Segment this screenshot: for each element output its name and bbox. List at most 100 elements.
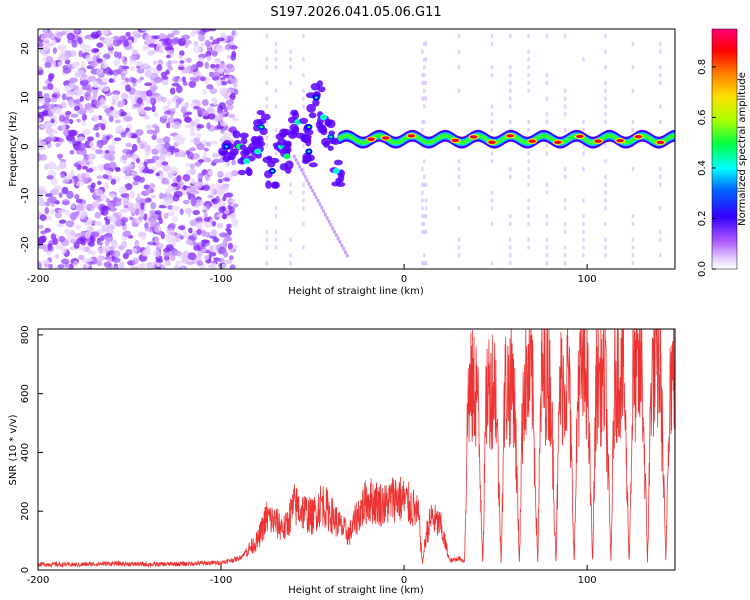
noise-blob — [82, 165, 88, 170]
noise-blob — [56, 223, 64, 228]
noise-blob — [194, 217, 202, 222]
noise-blob — [211, 50, 218, 57]
noise-blob — [159, 149, 167, 155]
noise-blob — [204, 39, 211, 47]
streak-segment — [302, 127, 305, 132]
noise-blob — [99, 36, 105, 41]
streak-segment — [509, 104, 512, 109]
noise-blob — [120, 73, 126, 81]
noise-blob — [104, 239, 110, 246]
snr-y-tick-label: 0 — [20, 567, 31, 573]
noise-blob — [64, 228, 70, 235]
noise-blob — [97, 247, 107, 254]
noise-blob — [151, 104, 156, 113]
spectrogram-x-tick-label: -200 — [27, 274, 50, 285]
streak-segment — [423, 80, 426, 85]
noise-blob — [183, 116, 192, 123]
noise-blob — [132, 181, 139, 186]
noise-blob — [137, 164, 146, 171]
streak-segment — [631, 253, 635, 258]
noise-blob — [38, 235, 46, 244]
streak-segment — [545, 245, 549, 250]
streak-segment — [527, 221, 530, 226]
noise-blob — [84, 172, 91, 178]
colorbar-tick-label: 0.6 — [697, 109, 708, 125]
streak-segment — [509, 221, 512, 226]
noise-blob — [203, 147, 209, 152]
noise-blob — [154, 236, 160, 244]
noise-blob — [61, 199, 71, 206]
streak-segment — [509, 214, 512, 219]
streak-segment — [545, 120, 549, 125]
noise-blob — [172, 76, 180, 83]
streak-segment — [289, 112, 292, 117]
chirp-blob — [312, 192, 316, 197]
streak-segment — [509, 253, 512, 258]
noise-blob — [188, 80, 197, 88]
noise-blob — [101, 86, 110, 92]
streak-segment — [490, 33, 494, 38]
noise-blob — [143, 184, 150, 190]
streak-segment — [604, 190, 607, 195]
noise-blob — [61, 124, 67, 132]
noise-blob — [214, 58, 222, 64]
scatter-hot — [285, 155, 289, 158]
streak-segment — [457, 49, 461, 54]
noise-blob — [57, 44, 67, 51]
noise-blob — [216, 79, 222, 87]
noise-blob — [185, 238, 193, 245]
noise-blob — [98, 84, 103, 91]
noise-blob — [64, 59, 71, 65]
noise-blob — [99, 97, 106, 105]
streak-segment — [423, 41, 426, 46]
scatter-blob — [299, 117, 309, 125]
noise-blob — [77, 37, 83, 45]
noise-blob — [152, 60, 157, 65]
colorbar-tick-label: 0.2 — [697, 211, 708, 227]
noise-blob — [125, 166, 133, 174]
noise-blob — [47, 83, 54, 91]
streak-segment — [421, 127, 424, 132]
noise-blob — [158, 217, 163, 225]
noise-blob — [202, 88, 207, 95]
noise-blob — [111, 140, 118, 146]
noise-blob — [122, 148, 131, 154]
noise-blob — [102, 133, 107, 142]
noise-blob — [199, 76, 206, 82]
noise-blob — [135, 60, 144, 66]
noise-blob — [110, 216, 117, 224]
noise-blob — [104, 108, 112, 114]
noise-blob — [52, 87, 60, 93]
noise-blob — [96, 260, 102, 266]
scatter-blob — [290, 109, 299, 116]
noise-blob — [58, 138, 65, 143]
noise-blob — [229, 264, 236, 269]
noise-blob — [93, 220, 99, 226]
noise-blob — [44, 136, 53, 143]
noise-blob — [143, 115, 150, 120]
streak-segment — [659, 41, 662, 46]
noise-blob — [167, 33, 175, 38]
noise-blob — [132, 257, 139, 265]
noise-blob — [70, 113, 79, 118]
noise-blob — [57, 209, 66, 214]
noise-blob — [151, 87, 156, 95]
noise-blob — [185, 261, 195, 265]
noise-blob — [149, 209, 156, 214]
noise-blob — [188, 147, 196, 152]
noise-blob — [119, 197, 128, 202]
streak-segment — [421, 198, 424, 203]
noise-blob — [97, 180, 102, 185]
noise-blob — [181, 34, 191, 40]
streak-segment — [424, 80, 428, 85]
noise-blob — [163, 212, 169, 219]
noise-blob — [205, 141, 212, 147]
noise-blob — [228, 199, 236, 204]
noise-blob — [130, 266, 140, 269]
streak-segment — [659, 237, 662, 242]
noise-blob — [58, 192, 63, 198]
noise-blob — [59, 161, 67, 169]
noise-blob — [179, 208, 184, 216]
noise-blob — [38, 90, 43, 96]
noise-blob — [69, 238, 77, 244]
